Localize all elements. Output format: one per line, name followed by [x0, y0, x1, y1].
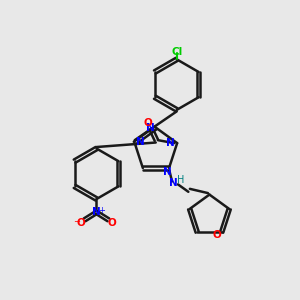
Text: N: N — [92, 207, 101, 217]
Text: O: O — [77, 218, 85, 228]
Text: N: N — [169, 178, 178, 188]
Text: O: O — [108, 218, 116, 228]
Text: +: + — [98, 206, 105, 214]
Text: H: H — [177, 175, 184, 185]
Text: O: O — [144, 118, 152, 128]
Text: N: N — [146, 123, 155, 133]
Text: O: O — [213, 230, 222, 240]
Text: Cl: Cl — [171, 47, 182, 57]
Text: N: N — [163, 167, 172, 178]
Text: −: − — [73, 217, 80, 226]
Text: N: N — [166, 138, 175, 148]
Text: N: N — [136, 136, 145, 147]
